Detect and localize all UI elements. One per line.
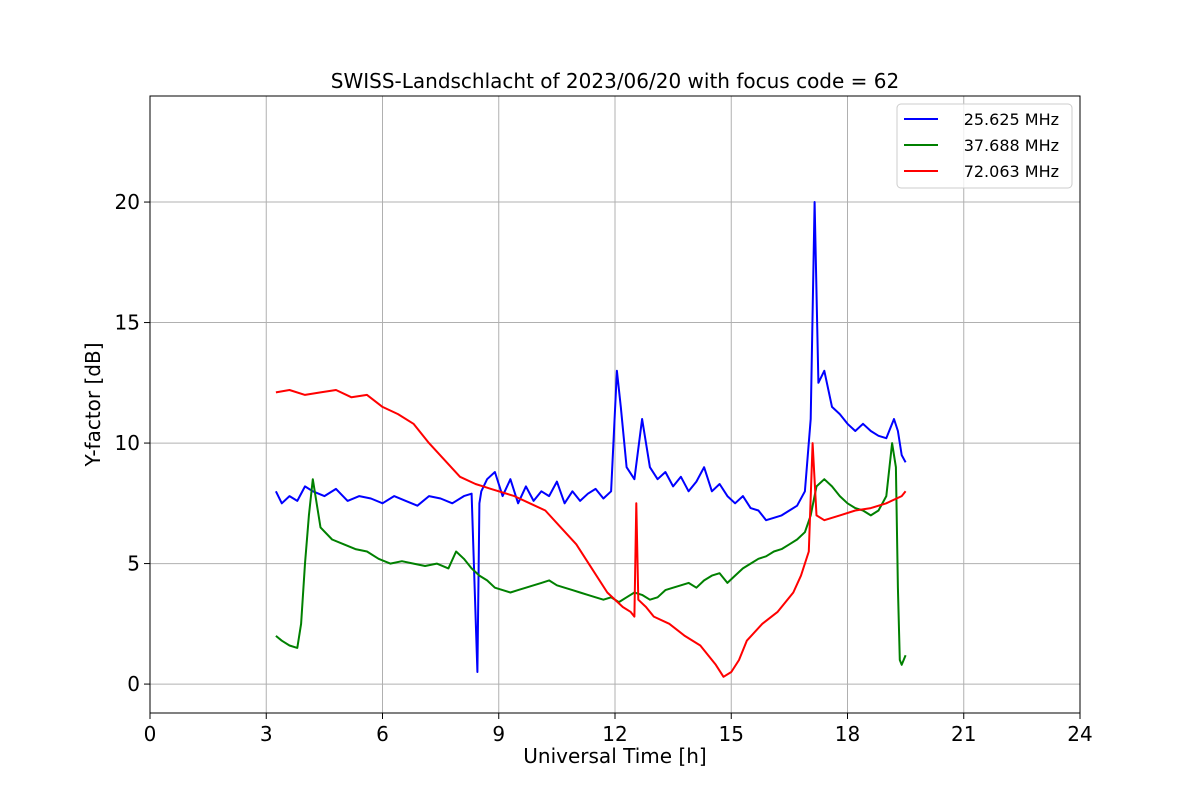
y-tick-label: 15 [115, 311, 140, 335]
legend-label-1: 25.625 MHz [964, 110, 1059, 129]
legend-label-2: 37.688 MHz [964, 136, 1059, 155]
x-tick-label: 24 [1067, 722, 1092, 746]
x-tick-label: 0 [144, 722, 157, 746]
x-tick-label: 6 [376, 722, 389, 746]
x-axis-label: Universal Time [h] [523, 744, 706, 768]
series-line-1 [275, 201, 907, 673]
chart-title: SWISS-Landschlacht of 2023/06/20 with fo… [331, 69, 899, 93]
x-tick-label: 9 [492, 722, 505, 746]
x-tick-label: 18 [835, 722, 860, 746]
tick-marks [144, 201, 1081, 719]
x-tick-label: 21 [951, 722, 976, 746]
x-tick-label: 15 [719, 722, 744, 746]
x-tick-label: 3 [260, 722, 273, 746]
legend-box [896, 103, 1073, 189]
legend-label-3: 72.063 MHz [964, 162, 1059, 181]
y-tick-label: 0 [127, 672, 140, 696]
plot-area [275, 201, 907, 678]
x-tick-label: 12 [602, 722, 627, 746]
y-axis-label: Y-factor [dB] [81, 342, 105, 467]
y-tick-label: 5 [127, 552, 140, 576]
y-tick-label: 10 [115, 431, 140, 455]
legend: 25.625 MHz 37.688 MHz 72.063 MHz [896, 103, 1073, 189]
series-line-3 [275, 389, 907, 678]
y-tick-label: 20 [115, 190, 140, 214]
